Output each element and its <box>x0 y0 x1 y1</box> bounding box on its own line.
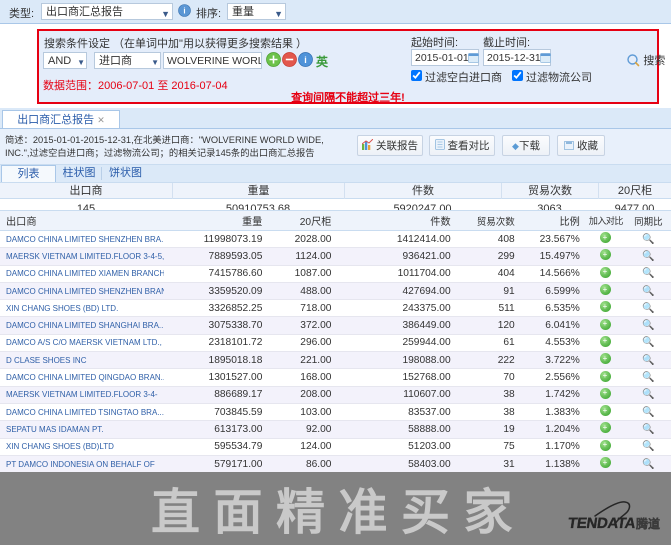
svg-text:TENDATA: TENDATA <box>567 515 637 530</box>
svg-text:腾道: 腾道 <box>635 516 660 530</box>
svg-text:i: i <box>304 55 307 65</box>
svg-text:i: i <box>183 7 185 16</box>
